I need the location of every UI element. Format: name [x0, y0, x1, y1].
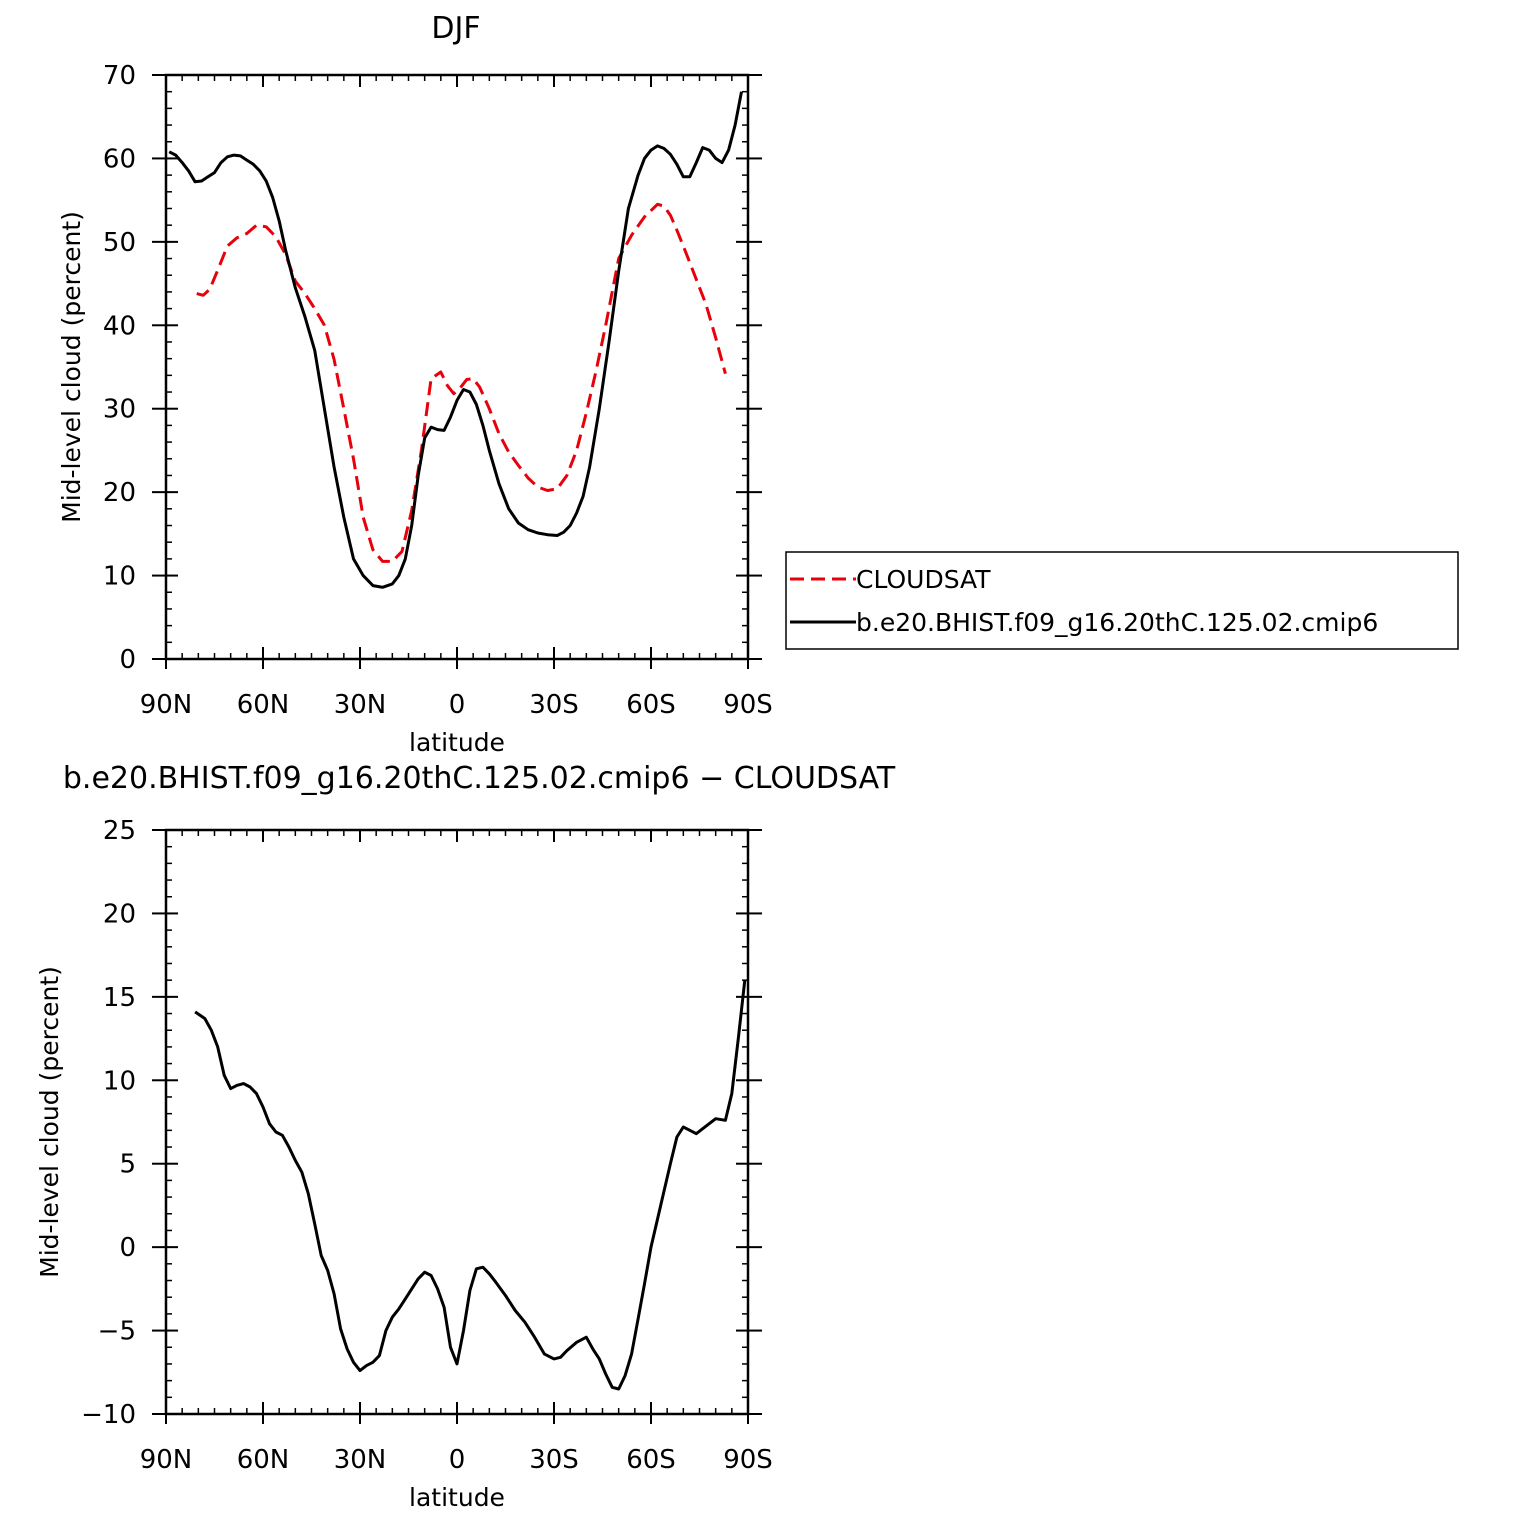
y-tick-label: 20 — [103, 899, 136, 929]
y-tick-label: 40 — [103, 311, 136, 341]
legend-label-model: b.e20.BHIST.f09_g16.20thC.125.02.cmip6 — [856, 608, 1378, 637]
bottom-plot-title: b.e20.BHIST.f09_g16.20thC.125.02.cmip6 −… — [63, 761, 896, 796]
x-tick-label: 90N — [140, 690, 193, 720]
y-tick-label: 10 — [103, 562, 136, 592]
x-tick-label: 90S — [723, 690, 773, 720]
top-series-line-1 — [168, 91, 743, 589]
y-tick-label: 0 — [119, 645, 136, 675]
y-tick-label: 10 — [103, 1066, 136, 1096]
bottom-panel: b.e20.BHIST.f09_g16.20thC.125.02.cmip6 −… — [35, 761, 896, 1512]
x-tick-label: 60N — [237, 690, 290, 720]
x-tick-label: 30N — [334, 1445, 387, 1475]
top-plot-title: DJF — [431, 11, 480, 46]
bottom-plot-frame — [164, 828, 750, 1416]
top-panel: DJF 90N 60N 30N 0 30S 60S 90S 0 10 20 30 40 50 60 70 l… — [57, 11, 773, 757]
x-tick-label: 90N — [140, 1445, 193, 1475]
bottom-series-line-0 — [194, 980, 747, 1391]
x-tick-label: 0 — [449, 690, 466, 720]
bottom-y-axis-title: Mid-level cloud (percent) — [35, 966, 64, 1278]
bottom-tick-labels: 90N 60N 30N 0 30S 60S 90S −10 −5 0 5 10 15 20 25 — [81, 816, 773, 1475]
bottom-x-axis-title: latitude — [409, 1483, 505, 1512]
y-tick-label: 5 — [119, 1150, 136, 1180]
y-tick-label: 20 — [103, 478, 136, 508]
legend-label-cloudsat: CLOUDSAT — [856, 565, 991, 594]
bottom-series — [194, 980, 747, 1391]
y-tick-label: 25 — [103, 816, 136, 846]
x-tick-label: 60S — [626, 690, 676, 720]
y-tick-label: 70 — [103, 61, 136, 91]
y-tick-label: −10 — [81, 1400, 136, 1430]
top-x-axis-title: latitude — [409, 728, 505, 757]
x-tick-label: 0 — [449, 1445, 466, 1475]
y-tick-label: −5 — [98, 1317, 136, 1347]
y-tick-label: 0 — [119, 1233, 136, 1263]
top-y-axis-title: Mid-level cloud (percent) — [57, 211, 86, 523]
top-ticks — [152, 74, 762, 669]
top-series — [168, 91, 743, 589]
top-series-line-0 — [196, 202, 727, 563]
x-tick-label: 90S — [723, 1445, 773, 1475]
bottom-ticks — [152, 829, 762, 1424]
x-tick-label: 60S — [626, 1445, 676, 1475]
y-tick-label: 15 — [103, 983, 136, 1013]
y-tick-label: 50 — [103, 228, 136, 258]
x-tick-label: 30S — [529, 1445, 579, 1475]
top-tick-labels: 90N 60N 30N 0 30S 60S 90S 0 10 20 30 40 50 60 70 — [103, 61, 773, 720]
x-tick-label: 30S — [529, 690, 579, 720]
y-tick-label: 30 — [103, 395, 136, 425]
x-tick-label: 60N — [237, 1445, 290, 1475]
legend-box — [785, 551, 1459, 650]
x-tick-label: 30N — [334, 690, 387, 720]
legend: CLOUDSAT b.e20.BHIST.f09_g16.20thC.125.0… — [785, 551, 1459, 650]
y-tick-label: 60 — [103, 144, 136, 174]
